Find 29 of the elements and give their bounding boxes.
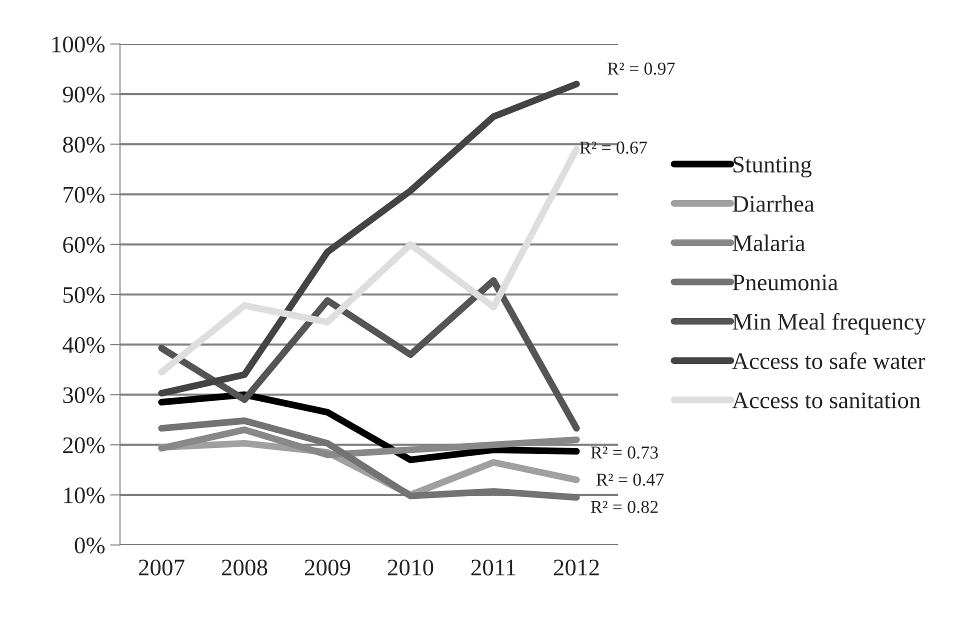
y-tick-label: 60% [63,236,105,253]
x-tick-label: 2011 [471,560,516,576]
x-tick-label: 2009 [304,560,350,576]
y-tick-label: 100% [52,36,105,52]
y-tick-label: 20% [63,437,105,454]
annotation: R² = 0.67 [580,142,648,154]
annotation: R² = 0.82 [590,500,658,514]
legend-label: Diarrhea [732,195,814,212]
annotation: R² = 0.47 [596,474,664,486]
annotation: R² = 0.73 [590,446,658,459]
y-tick-label: 10% [64,487,105,504]
x-tick-label: 2007 [138,560,184,576]
y-tick-label: 80% [63,136,105,153]
legend-label: Pneumonia [732,274,838,290]
x-tick-label: 2008 [222,560,268,576]
y-tick-label: 30% [63,387,105,404]
y-tick-label: 40% [62,337,105,354]
legend-label: Stunting [734,156,812,178]
y-tick-label: 90% [62,86,105,103]
legend-label: Malaria [732,234,806,252]
y-tick-label: 70% [64,186,105,203]
x-tick-label: 2012 [554,560,599,576]
legend-label: Access to sanitation [732,392,920,408]
x-tick-label: 2010 [388,560,434,576]
legend-label: Access to safe water [732,352,926,370]
y-tick-label: 0% [74,537,105,554]
y-tick-label: 50% [64,286,105,303]
legend-label: Min Meal frequency [732,312,926,335]
annotation: R² = 0.97 [608,62,675,75]
